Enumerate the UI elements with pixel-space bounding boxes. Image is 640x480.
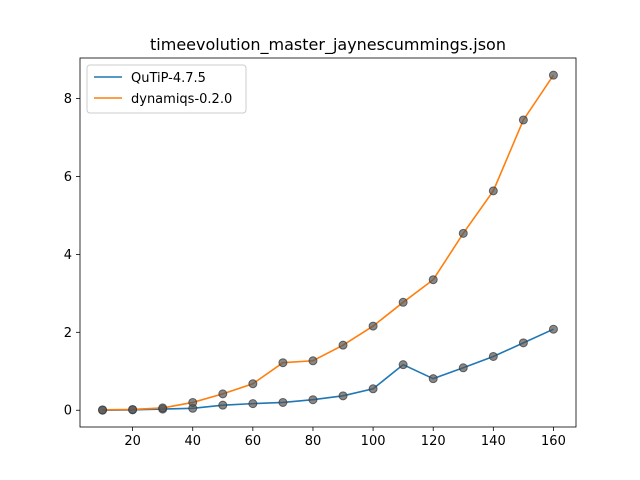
data-point-1-14 <box>518 115 528 125</box>
plot-area <box>79 57 577 428</box>
y-tick-label: 8 <box>64 92 72 107</box>
y-axis: 0 2 4 6 8 <box>64 92 80 419</box>
y-tick-label: 6 <box>64 170 72 185</box>
data-point-0-4 <box>218 400 228 410</box>
data-point-1-9 <box>368 321 378 331</box>
chart-title: timeevolution_master_jaynescummings.json <box>150 35 506 55</box>
x-tick-label: 100 <box>361 434 386 449</box>
data-point-0-11 <box>428 374 438 384</box>
data-point-0-14 <box>518 338 528 348</box>
legend: QuTiP-4.7.5 dynamiqs-0.2.0 <box>86 64 247 114</box>
legend-label-1: dynamiqs-0.2.0 <box>131 92 232 107</box>
data-point-0-10 <box>398 360 408 370</box>
plot-frame <box>79 57 577 428</box>
data-point-1-2 <box>158 403 168 413</box>
x-tick-label: 120 <box>421 434 446 449</box>
data-point-1-1 <box>128 404 138 414</box>
data-point-0-15 <box>548 324 558 334</box>
x-axis: 20 40 60 80 100 120 140 160 <box>124 427 566 449</box>
data-point-0-5 <box>248 399 258 409</box>
data-point-1-7 <box>308 356 318 366</box>
data-point-0-9 <box>368 384 378 394</box>
x-tick-label: 60 <box>245 434 262 449</box>
x-tick-label: 140 <box>481 434 506 449</box>
data-point-0-6 <box>278 397 288 407</box>
data-point-1-0 <box>98 405 108 415</box>
data-point-0-8 <box>338 391 348 401</box>
legend-box <box>86 64 247 114</box>
data-point-1-12 <box>458 228 468 238</box>
data-point-0-7 <box>308 395 318 405</box>
legend-label-0: QuTiP-4.7.5 <box>131 71 206 86</box>
data-point-1-15 <box>548 70 558 80</box>
data-point-1-8 <box>338 340 348 350</box>
data-point-1-10 <box>398 297 408 307</box>
y-tick-label: 2 <box>64 326 72 341</box>
y-tick-label: 4 <box>64 248 72 263</box>
data-point-0-12 <box>458 363 468 373</box>
x-tick-label: 160 <box>541 434 566 449</box>
x-tick-label: 20 <box>124 434 141 449</box>
x-tick-label: 40 <box>184 434 201 449</box>
data-point-1-11 <box>428 275 438 285</box>
data-point-1-5 <box>248 379 258 389</box>
data-point-1-6 <box>278 358 288 368</box>
data-point-1-13 <box>488 186 498 196</box>
y-tick-label: 0 <box>64 404 72 419</box>
x-tick-label: 80 <box>305 434 322 449</box>
series-line-1 <box>102 74 555 411</box>
data-point-1-4 <box>218 389 228 399</box>
series-line-0 <box>102 328 554 412</box>
data-point-0-13 <box>488 351 498 361</box>
data-point-1-3 <box>188 397 198 407</box>
